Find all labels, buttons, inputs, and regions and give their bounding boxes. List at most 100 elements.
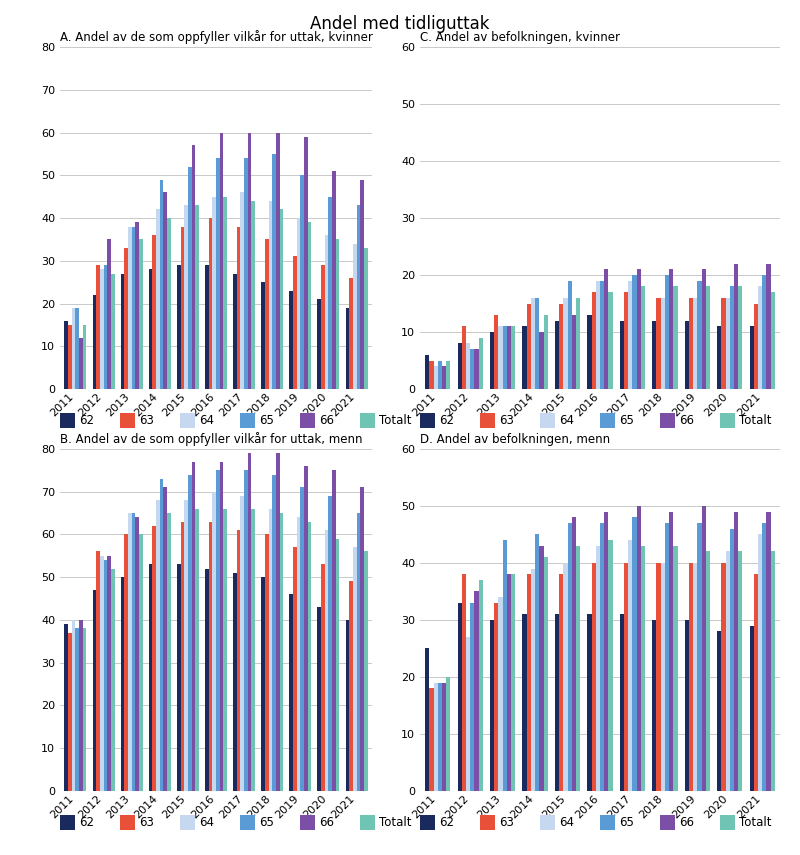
Text: A. Andel av de som oppfyller vilkår for uttak, kvinner: A. Andel av de som oppfyller vilkår for … [60, 31, 373, 44]
Text: 65: 65 [259, 816, 274, 829]
Text: D. Andel av befolkningen, menn: D. Andel av befolkningen, menn [420, 433, 610, 446]
Bar [628, 280, 633, 389]
Bar [139, 534, 142, 791]
Bar [661, 298, 665, 389]
Bar [350, 278, 353, 389]
Bar [470, 349, 474, 389]
Bar [674, 286, 678, 389]
Text: 64: 64 [199, 414, 214, 428]
Bar [244, 470, 248, 791]
Bar [195, 509, 199, 791]
Bar [637, 269, 641, 389]
Bar [531, 569, 535, 791]
Bar [300, 175, 304, 389]
Bar [82, 628, 86, 791]
Bar [762, 275, 766, 389]
Bar [269, 201, 272, 389]
Bar [233, 274, 237, 389]
Bar [526, 304, 531, 389]
Bar [657, 298, 661, 389]
Bar [293, 256, 297, 389]
Bar [135, 517, 139, 791]
Bar [181, 522, 184, 791]
Bar [620, 614, 624, 791]
Bar [591, 292, 596, 389]
Bar [163, 487, 167, 791]
Bar [153, 235, 156, 389]
Bar [350, 581, 353, 791]
Bar [511, 575, 515, 791]
Bar [641, 286, 645, 389]
Bar [754, 575, 758, 791]
Bar [438, 361, 442, 389]
Bar [237, 227, 241, 389]
Bar [220, 462, 223, 791]
Bar [490, 332, 494, 389]
Bar [160, 180, 163, 389]
Bar [96, 265, 100, 389]
Bar [107, 239, 111, 389]
Bar [730, 286, 734, 389]
Bar [689, 563, 693, 791]
Bar [336, 539, 339, 791]
Bar [498, 327, 502, 389]
Bar [128, 227, 132, 389]
Bar [364, 248, 367, 389]
Bar [128, 513, 132, 791]
Bar [458, 603, 462, 791]
Bar [587, 315, 591, 389]
Bar [604, 511, 609, 791]
Bar [272, 475, 276, 791]
Bar [466, 344, 470, 389]
Bar [637, 506, 641, 791]
Text: Totalt: Totalt [379, 816, 412, 829]
Bar [576, 298, 580, 389]
Text: Totalt: Totalt [379, 414, 412, 428]
Bar [633, 275, 637, 389]
Bar [251, 509, 255, 791]
Bar [535, 298, 539, 389]
Bar [248, 133, 251, 389]
Bar [430, 361, 434, 389]
Bar [693, 563, 698, 791]
Bar [665, 523, 669, 791]
Bar [191, 145, 195, 389]
Bar [706, 286, 710, 389]
Bar [276, 133, 279, 389]
Bar [543, 557, 548, 791]
Bar [434, 366, 438, 389]
Bar [669, 511, 674, 791]
Bar [587, 614, 591, 791]
Bar [132, 513, 135, 791]
Text: 62: 62 [439, 414, 454, 428]
Bar [297, 517, 300, 791]
Bar [657, 563, 661, 791]
Bar [750, 626, 754, 791]
Text: Totalt: Totalt [739, 816, 772, 829]
Bar [237, 530, 241, 791]
Bar [620, 321, 624, 389]
Bar [72, 620, 75, 791]
Bar [478, 580, 483, 791]
Bar [163, 192, 167, 389]
Bar [346, 620, 350, 791]
Text: 63: 63 [499, 414, 514, 428]
Bar [604, 269, 609, 389]
Bar [139, 239, 142, 389]
Bar [329, 197, 332, 389]
Bar [167, 513, 170, 791]
Bar [65, 321, 68, 389]
Bar [522, 327, 526, 389]
Bar [567, 280, 572, 389]
Bar [360, 180, 364, 389]
Bar [466, 637, 470, 791]
Bar [738, 551, 742, 791]
Text: 63: 63 [139, 816, 154, 829]
Bar [279, 209, 283, 389]
Bar [458, 344, 462, 389]
Bar [726, 298, 730, 389]
Bar [293, 547, 297, 791]
Bar [722, 298, 726, 389]
Bar [507, 327, 511, 389]
Bar [121, 577, 124, 791]
